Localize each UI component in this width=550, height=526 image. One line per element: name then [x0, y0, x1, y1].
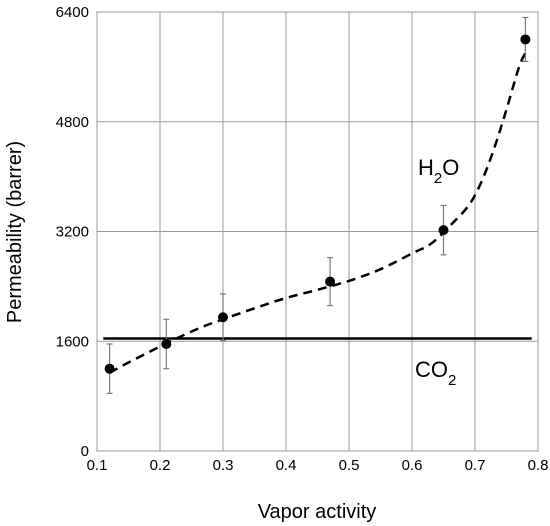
- h2o-fit-curve: [109, 52, 527, 374]
- y-tick-label: 3200: [56, 224, 89, 241]
- y-tick-label: 6400: [56, 4, 89, 21]
- x-axis-title: Vapor activity: [258, 501, 377, 523]
- grid-lines: [96, 11, 539, 452]
- h2o-data-point: [161, 338, 172, 349]
- series-label-h2o-main: H: [418, 155, 434, 180]
- plot-area: 0.1 0.2 0.3 0.4 0.5 0.6 0.7 0.8 0 1600 3200 4800 640…: [56, 4, 549, 474]
- h2o-data-point: [218, 312, 228, 323]
- y-tick-label: 1600: [56, 333, 89, 350]
- y-tick-label: 0: [81, 443, 89, 460]
- series-label-co2-sub: 2: [448, 372, 456, 389]
- x-tick-label: 0.4: [276, 457, 297, 474]
- x-tick-label: 0.7: [465, 457, 486, 474]
- series-label-h2o-sub: 2: [434, 170, 442, 187]
- h2o-data-point: [520, 34, 531, 45]
- x-tick-label: 0.2: [150, 457, 171, 474]
- x-tick-label: 0.1: [87, 457, 108, 474]
- series-label-h2o: H2O: [418, 155, 459, 187]
- h2o-data-point: [325, 276, 336, 287]
- series-label-co2-main: CO: [415, 357, 448, 382]
- y-axis-title: Permeability (barrer): [4, 141, 26, 323]
- series-label-co2: CO2: [415, 357, 456, 389]
- h2o-data-point: [438, 225, 449, 236]
- h2o-data-point: [104, 363, 115, 374]
- x-tick-label: 0.5: [339, 457, 360, 474]
- tick-labels: 0.1 0.2 0.3 0.4 0.5 0.6 0.7 0.8 0 1600 3200 4800 640…: [56, 4, 549, 474]
- x-tick-label: 0.8: [528, 457, 549, 474]
- x-tick-label: 0.6: [402, 457, 423, 474]
- x-tick-label: 0.3: [213, 457, 234, 474]
- y-tick-label: 4800: [56, 114, 89, 131]
- series-label-h2o-tail: O: [442, 155, 459, 180]
- data-marks: [103, 16, 532, 394]
